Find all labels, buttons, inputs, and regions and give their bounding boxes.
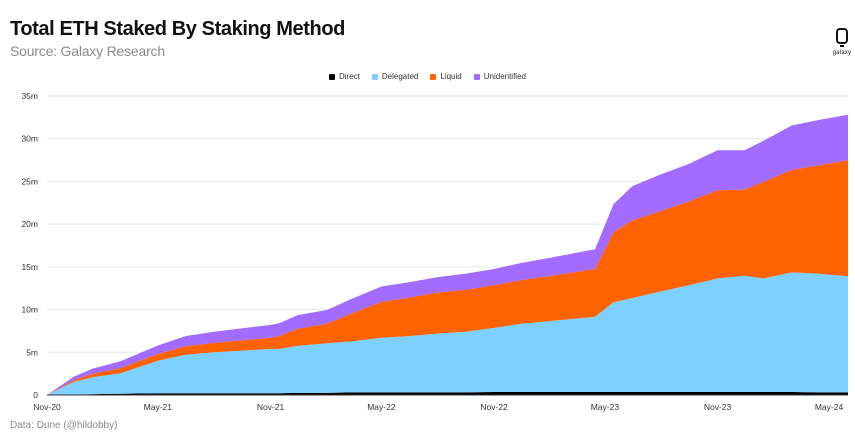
- legend-swatch-direct: [329, 73, 335, 80]
- x-tick-label: May-22: [367, 402, 396, 412]
- legend-item-direct: Direct: [329, 72, 360, 81]
- x-tick-label: Nov-23: [704, 402, 732, 412]
- y-tick-label: 35m: [21, 91, 38, 101]
- area-delegated: [47, 272, 848, 395]
- legend-item-liquid: Liquid: [430, 72, 462, 81]
- area-unidentified: [47, 114, 848, 396]
- data-source-footer: Data: Dune (@hildobby): [10, 420, 118, 431]
- y-tick-label: 10m: [21, 305, 38, 315]
- x-tick-label: May-21: [144, 402, 173, 412]
- legend-swatch-delegated: [371, 73, 378, 80]
- y-tick-label: 5m: [26, 347, 38, 357]
- galaxy-logo-icon: [836, 28, 848, 47]
- legend-swatch-unidentified: [473, 73, 480, 80]
- chart-subtitle: Source: Galaxy Research: [10, 43, 165, 59]
- x-tick-label: Nov-21: [257, 402, 285, 412]
- legend-item-unidentified: Unidentified: [473, 72, 526, 81]
- area-liquid: [47, 160, 848, 395]
- y-tick-label: 20m: [21, 219, 38, 229]
- area-direct: [47, 392, 848, 395]
- legend-item-delegated: Delegated: [371, 72, 419, 81]
- y-tick-label: 15m: [21, 262, 38, 272]
- legend-label-direct: Direct: [339, 72, 360, 81]
- x-tick-label: May-23: [591, 402, 620, 412]
- galaxy-logo: galaxy: [827, 28, 855, 56]
- y-tick-label: 30m: [21, 134, 38, 144]
- legend-label-liquid: Liquid: [440, 72, 462, 81]
- chart-legend: Direct Delegated Liquid Unidentified: [0, 72, 855, 81]
- x-tick-label: Nov-20: [33, 402, 61, 412]
- galaxy-logo-text: galaxy: [832, 50, 852, 56]
- y-tick-label: 25m: [21, 176, 38, 186]
- legend-label-unidentified: Unidentified: [483, 72, 526, 81]
- legend-label-delegated: Delegated: [381, 72, 419, 81]
- chart-title: Total ETH Staked By Staking Method: [10, 18, 345, 40]
- x-tick-label: May-24: [815, 402, 844, 412]
- y-tick-label: 0: [33, 390, 38, 400]
- legend-swatch-liquid: [430, 73, 437, 80]
- x-tick-label: Nov-22: [480, 402, 508, 412]
